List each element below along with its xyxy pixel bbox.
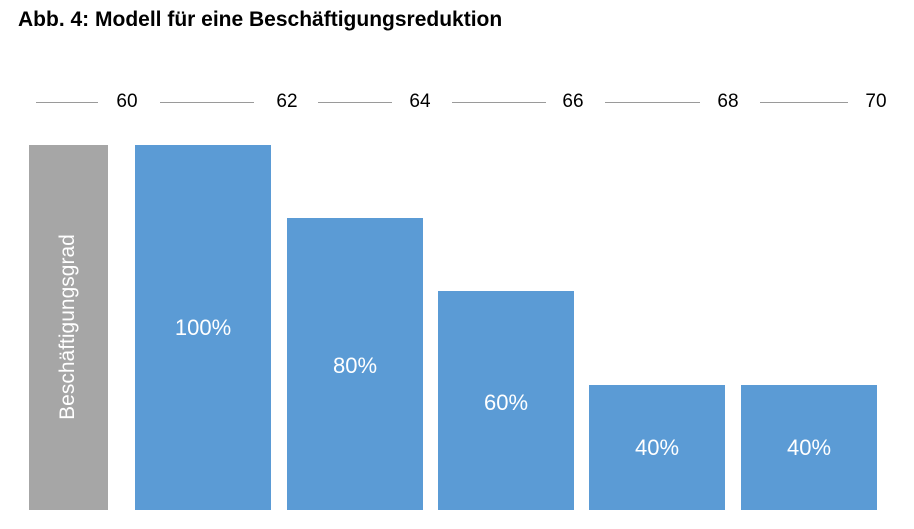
y-axis-label: Beschäftigungsgrad bbox=[56, 234, 79, 420]
bar bbox=[135, 145, 271, 510]
x-tick-label: 62 bbox=[276, 91, 298, 112]
tick-line bbox=[452, 102, 546, 103]
tick-line bbox=[318, 102, 392, 103]
bar-value-label: 60% bbox=[483, 389, 529, 415]
bar bbox=[287, 218, 423, 510]
x-tick-label: 70 bbox=[865, 91, 887, 112]
chart-title: Abb. 4: Modell für eine Beschäftigungsre… bbox=[18, 8, 503, 31]
tick-line bbox=[760, 102, 848, 103]
bar bbox=[589, 385, 725, 510]
y-axis-box bbox=[29, 145, 108, 510]
bar-value-label: 80% bbox=[332, 353, 378, 378]
bar-value-label: 100% bbox=[174, 314, 232, 340]
x-tick-label: 60 bbox=[116, 91, 138, 112]
x-tick-label: 64 bbox=[409, 91, 431, 112]
bar bbox=[438, 291, 574, 510]
x-tick-label: 68 bbox=[717, 91, 739, 112]
bar-value-label: 40% bbox=[786, 434, 832, 460]
x-tick-label: 66 bbox=[562, 91, 584, 112]
tick-line bbox=[36, 102, 98, 103]
tick-line bbox=[160, 102, 254, 103]
bar bbox=[741, 385, 877, 510]
bar-value-label: 40% bbox=[634, 434, 680, 460]
tick-line bbox=[605, 102, 700, 103]
